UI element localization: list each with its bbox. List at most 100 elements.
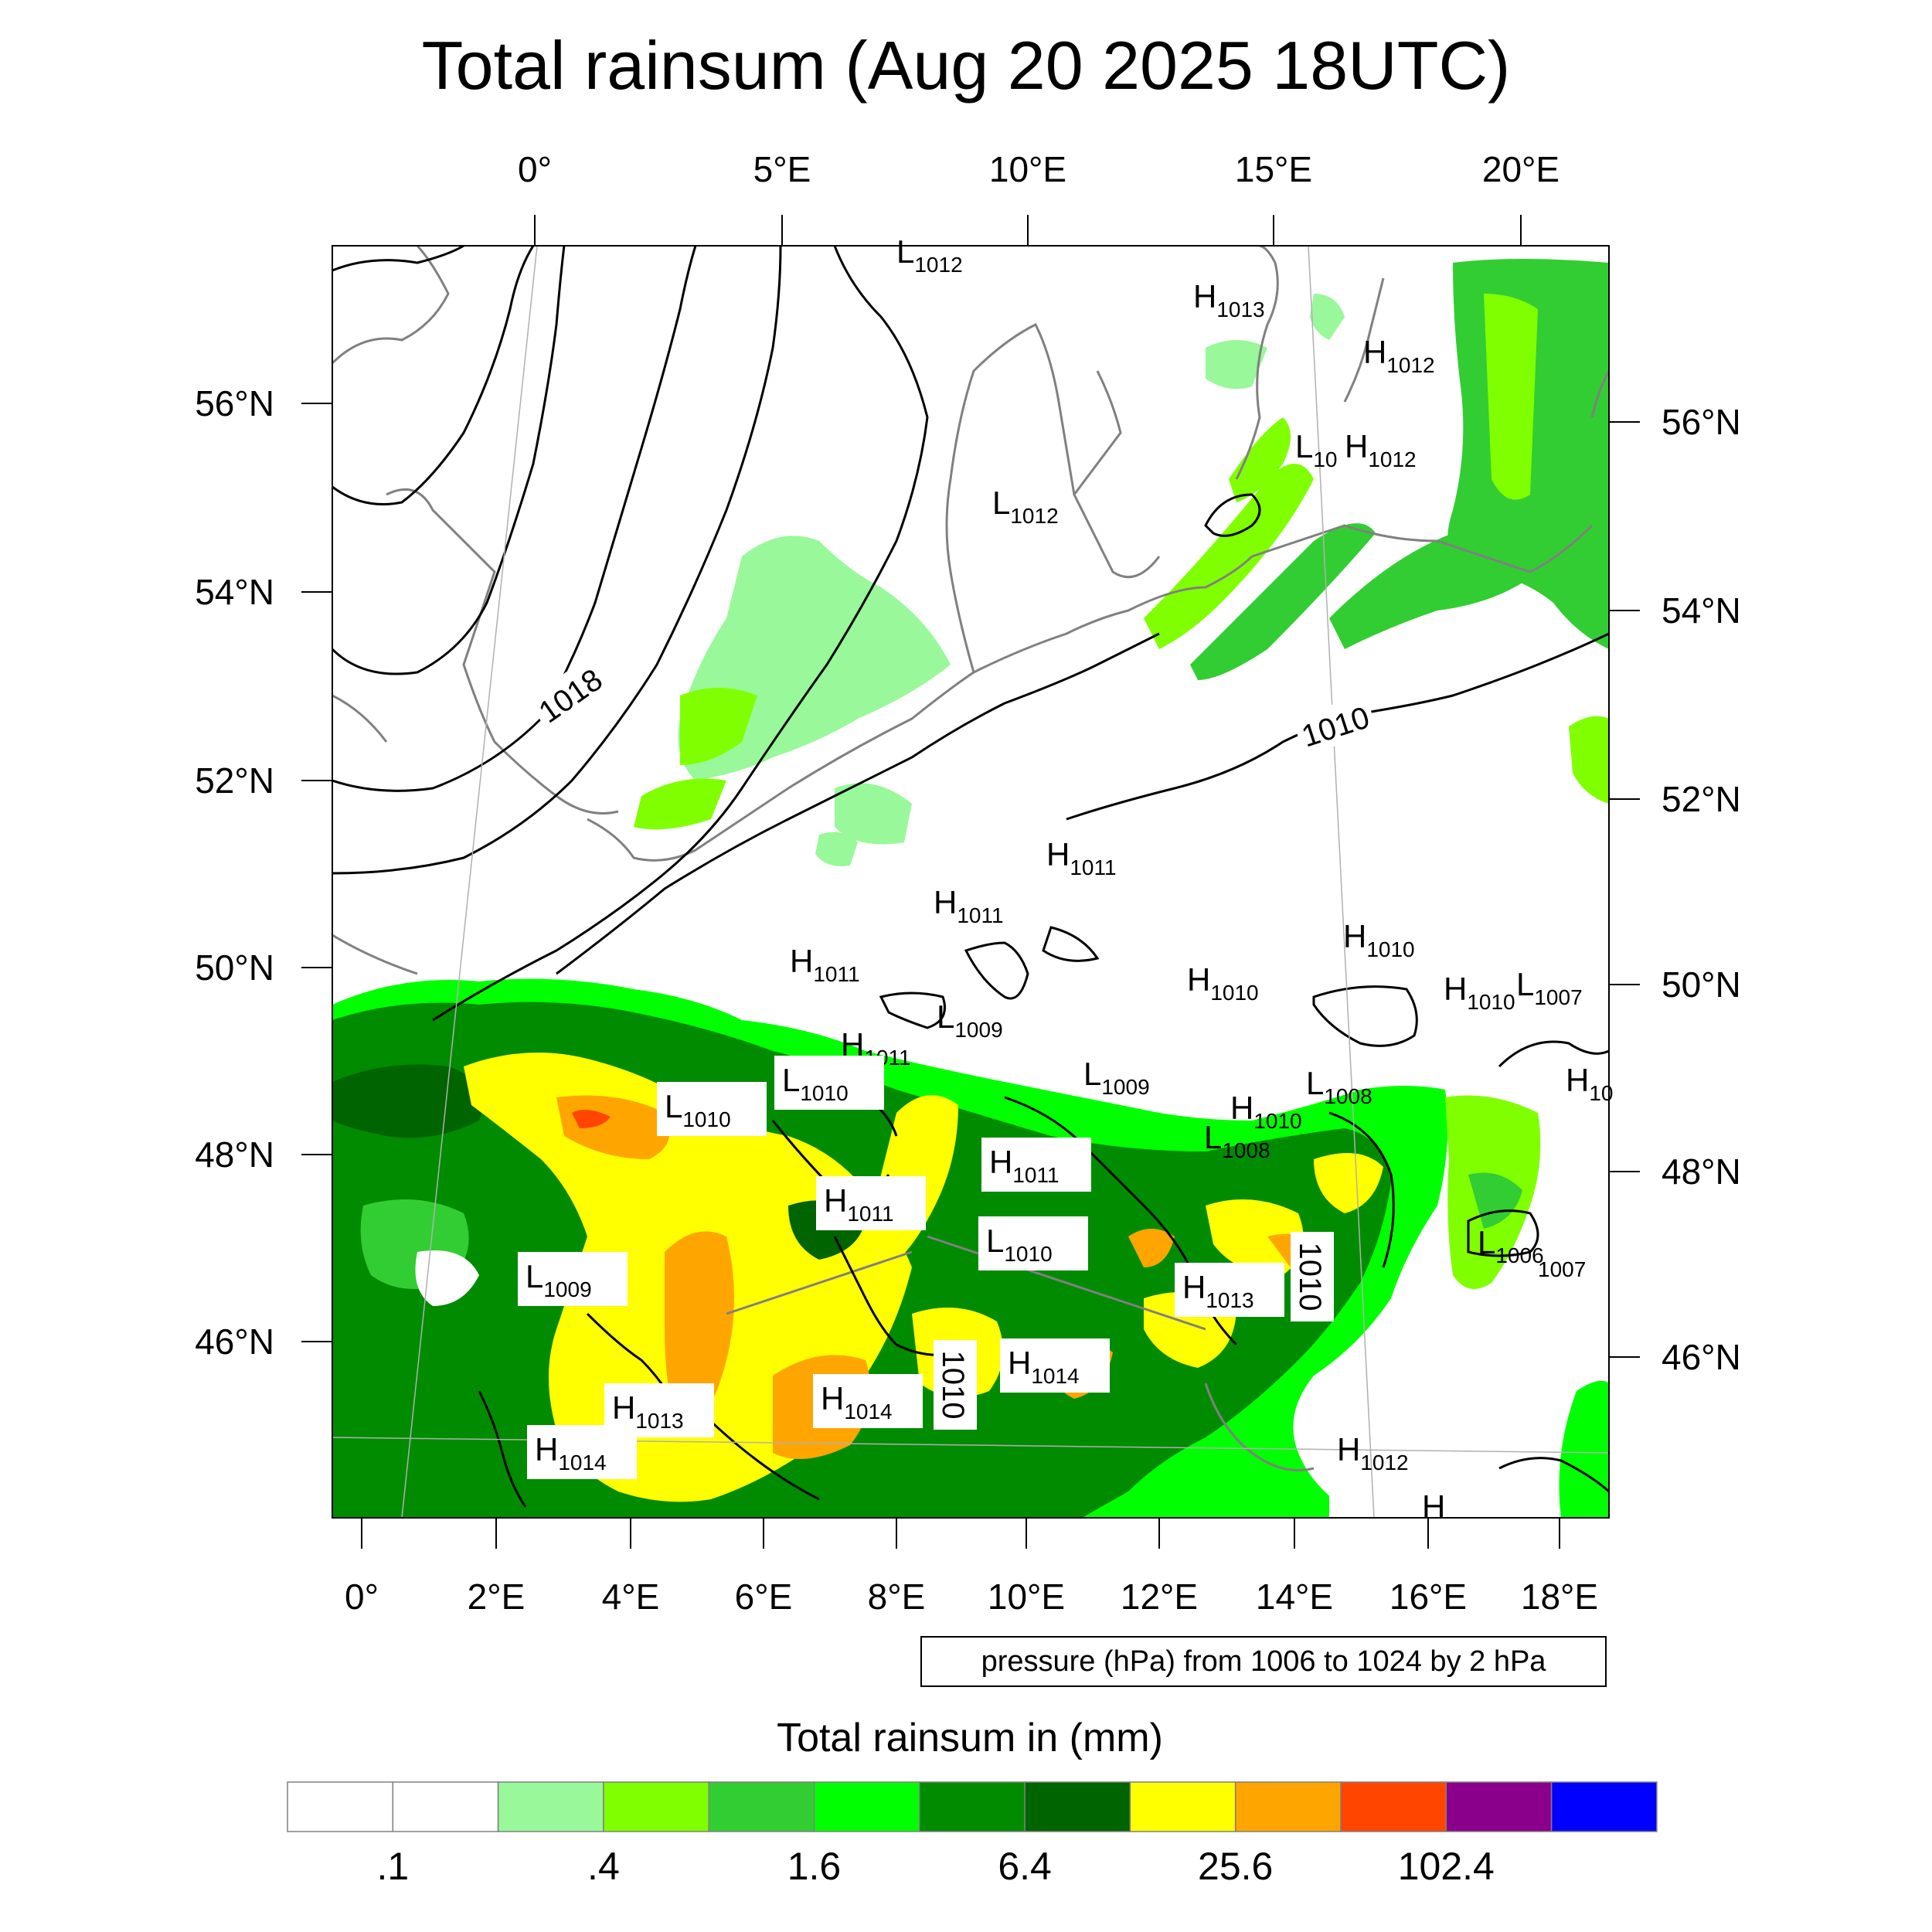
bottom-lon-label: 10°E <box>988 1577 1065 1617</box>
top-lon-label: 20°E <box>1482 149 1560 189</box>
svg-text:L1009: L1009 <box>1083 1056 1150 1099</box>
pressure-center-type: L <box>1478 1224 1495 1260</box>
pressure-center: H1010 <box>1343 918 1415 961</box>
colorbar-swatch <box>497 1781 604 1832</box>
colorbar-swatch <box>1445 1781 1553 1832</box>
pressure-center: L1008 <box>1306 1065 1372 1108</box>
pressure-center-type: H <box>989 1144 1012 1180</box>
svg-text:L1012: L1012 <box>896 233 963 277</box>
svg-text:L1009: L1009 <box>526 1258 592 1301</box>
svg-text:H1010: H1010 <box>1444 971 1515 1014</box>
colorbar-title: Total rainsum in (mm) <box>777 1716 1163 1760</box>
pressure-center: H1014 <box>813 1374 923 1428</box>
pressure-center: H <box>1422 1488 1445 1525</box>
top-lon-label: 0° <box>518 149 552 189</box>
pressure-center-value: 1009 <box>1101 1075 1149 1099</box>
pressure-center-type: H <box>1444 971 1467 1007</box>
pressure-center-type: L <box>526 1258 543 1294</box>
isobar-label: 1010 <box>936 1351 970 1420</box>
top-lon-label: 10°E <box>989 149 1066 189</box>
pressure-center-value: 1012 <box>1360 1451 1408 1475</box>
pressure-center-value: 1013 <box>1216 298 1264 321</box>
pressure-center-value: 1010 <box>682 1107 730 1131</box>
pressure-center: H1011 <box>1046 836 1117 879</box>
pressure-center-type: H <box>790 943 813 979</box>
pressure-center-value: 1010 <box>1253 1109 1301 1133</box>
pressure-center-value: 1014 <box>1031 1364 1079 1388</box>
pressure-center: H1012 <box>1337 1431 1409 1475</box>
pressure-center-type: H <box>1337 1431 1360 1468</box>
rain-field-south <box>332 978 1609 1518</box>
colorbar-swatch <box>1129 1781 1236 1832</box>
pressure-center-type: H <box>1566 1062 1589 1098</box>
svg-text:L1012: L1012 <box>992 485 1059 528</box>
svg-text:L1008: L1008 <box>1306 1065 1372 1108</box>
bottom-lon-label: 2°E <box>468 1577 526 1617</box>
colorbar-swatch <box>1024 1781 1131 1832</box>
pressure-center: L1007 <box>1516 966 1583 1009</box>
colorbar-label: 1.6 <box>787 1845 842 1888</box>
svg-text:H1011: H1011 <box>824 1182 894 1226</box>
pressure-center-value: 1006 <box>1495 1243 1543 1267</box>
svg-text:H: H <box>1422 1488 1445 1525</box>
pressure-note-text: pressure (hPa) from 1006 to 1024 by 2 hP… <box>981 1645 1547 1678</box>
left-lat-label: 48°N <box>195 1134 274 1175</box>
svg-text:L10: L10 <box>1295 428 1338 471</box>
svg-text:L1006: L1006 <box>1478 1224 1544 1267</box>
left-lat-labels: 56°N 54°N 52°N 50°N 48°N 46°N <box>195 383 274 1362</box>
pressure-center-value: 1011 <box>847 1202 893 1226</box>
pressure-center: H1011 <box>816 1176 926 1230</box>
pressure-center-type: L <box>1204 1119 1222 1155</box>
colorbar-swatch <box>919 1781 1026 1832</box>
svg-text:H1011: H1011 <box>1046 836 1117 879</box>
colorbar-labels: .1 .4 1.6 6.4 25.6 102.4 <box>376 1845 1494 1888</box>
pressure-center-type: H <box>821 1380 844 1417</box>
left-lat-label: 52°N <box>195 760 274 801</box>
left-lat-label: 46°N <box>195 1321 274 1362</box>
plot-area <box>332 246 1609 1518</box>
pressure-center-type: H <box>1230 1090 1253 1126</box>
rain-field-northeast <box>1144 259 1609 804</box>
pressure-center-value: 1008 <box>1222 1138 1270 1162</box>
pressure-center-value: 1013 <box>635 1409 683 1433</box>
pressure-center-type: H <box>1422 1488 1445 1525</box>
left-lat-label: 54°N <box>195 572 274 612</box>
pressure-center: L1009 <box>518 1252 628 1306</box>
pressure-center-type: H <box>1046 836 1070 872</box>
pressure-center: L1012 <box>992 485 1059 528</box>
bottom-lon-label: 12°E <box>1121 1577 1198 1617</box>
pressure-center-value: 10 <box>1313 447 1337 471</box>
pressure-center-value: 1010 <box>800 1081 848 1105</box>
pressure-center-type: L <box>992 485 1010 521</box>
top-lon-label: 15°E <box>1235 149 1312 189</box>
pressure-center: H1013 <box>1193 278 1265 321</box>
pressure-center-type: H <box>934 884 957 920</box>
pressure-center-value: 1011 <box>1070 855 1116 879</box>
pressure-center: H1010 <box>1187 961 1259 1005</box>
pressure-center: L10 <box>1295 428 1338 471</box>
pressure-center-value: 1012 <box>914 253 962 277</box>
pressure-center-value: 1011 <box>957 903 1003 927</box>
svg-text:H1013: H1013 <box>612 1389 684 1433</box>
colorbar-label: 25.6 <box>1198 1845 1273 1888</box>
svg-text:H10: H10 <box>1566 1062 1614 1105</box>
svg-text:H1010: H1010 <box>1343 918 1415 961</box>
colorbar-swatch <box>1234 1781 1342 1832</box>
right-lat-label: 50°N <box>1662 964 1741 1005</box>
svg-text:L1010: L1010 <box>782 1062 849 1105</box>
svg-text:H1012: H1012 <box>1345 428 1417 471</box>
svg-text:H1013: H1013 <box>1182 1269 1254 1312</box>
tick-marks <box>301 215 1640 1549</box>
pressure-center-type: H <box>1345 428 1368 464</box>
svg-text:H1011: H1011 <box>989 1144 1060 1187</box>
pressure-center-type: H <box>535 1431 558 1468</box>
pressure-center: H1013 <box>1175 1263 1284 1317</box>
pressure-center: H1010 <box>1444 971 1515 1014</box>
pressure-center: 1007 <box>1538 1257 1586 1281</box>
bottom-lon-label: 16°E <box>1389 1577 1467 1617</box>
pressure-center-value: 1009 <box>543 1277 591 1301</box>
pressure-center-value: 1012 <box>1010 504 1058 528</box>
pressure-center-type: H <box>1363 334 1386 370</box>
